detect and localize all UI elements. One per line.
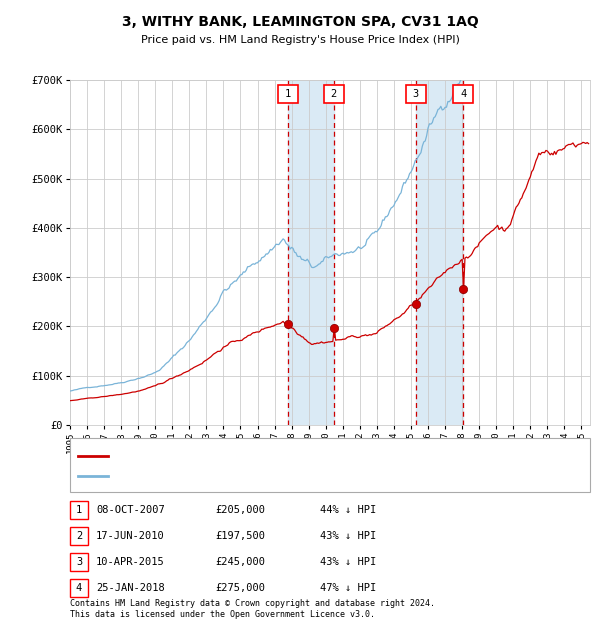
Text: 43% ↓ HPI: 43% ↓ HPI — [320, 531, 376, 541]
Text: 4: 4 — [76, 583, 82, 593]
Text: 10-APR-2015: 10-APR-2015 — [96, 557, 165, 567]
Text: 47% ↓ HPI: 47% ↓ HPI — [320, 583, 376, 593]
Text: 4: 4 — [460, 89, 466, 99]
Text: 3: 3 — [412, 89, 419, 99]
Bar — [288, 80, 334, 425]
Text: This data is licensed under the Open Government Licence v3.0.: This data is licensed under the Open Gov… — [70, 610, 375, 619]
Text: £275,000: £275,000 — [215, 583, 265, 593]
Text: 3: 3 — [76, 557, 82, 567]
Text: 2: 2 — [331, 89, 337, 99]
Text: Price paid vs. HM Land Registry's House Price Index (HPI): Price paid vs. HM Land Registry's House … — [140, 35, 460, 45]
Text: 3, WITHY BANK, LEAMINGTON SPA, CV31 1AQ: 3, WITHY BANK, LEAMINGTON SPA, CV31 1AQ — [122, 15, 478, 29]
Text: 2: 2 — [76, 531, 82, 541]
Text: HPI: Average price, detached house, Warwick: HPI: Average price, detached house, Warw… — [114, 471, 367, 481]
Text: 44% ↓ HPI: 44% ↓ HPI — [320, 505, 376, 515]
Text: 1: 1 — [76, 505, 82, 515]
Text: 25-JAN-2018: 25-JAN-2018 — [96, 583, 165, 593]
Text: 08-OCT-2007: 08-OCT-2007 — [96, 505, 165, 515]
Bar — [416, 80, 463, 425]
Text: 17-JUN-2010: 17-JUN-2010 — [96, 531, 165, 541]
Text: Contains HM Land Registry data © Crown copyright and database right 2024.: Contains HM Land Registry data © Crown c… — [70, 599, 435, 608]
Text: £197,500: £197,500 — [215, 531, 265, 541]
Text: 1: 1 — [284, 89, 291, 99]
Text: 3, WITHY BANK, LEAMINGTON SPA, CV31 1AQ (detached house): 3, WITHY BANK, LEAMINGTON SPA, CV31 1AQ … — [114, 451, 443, 461]
Text: £205,000: £205,000 — [215, 505, 265, 515]
Text: 43% ↓ HPI: 43% ↓ HPI — [320, 557, 376, 567]
Text: £245,000: £245,000 — [215, 557, 265, 567]
